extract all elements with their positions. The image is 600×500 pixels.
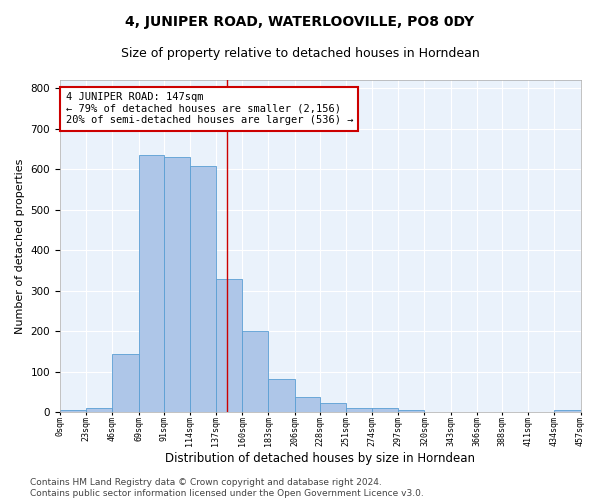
Bar [554,410,581,412]
Bar [190,166,216,412]
Bar [295,397,320,412]
Bar [320,404,346,412]
Bar [60,410,86,412]
Bar [398,410,424,412]
Text: Size of property relative to detached houses in Horndean: Size of property relative to detached ho… [121,48,479,60]
Text: 4, JUNIPER ROAD, WATERLOOVILLE, PO8 0DY: 4, JUNIPER ROAD, WATERLOOVILLE, PO8 0DY [125,15,475,29]
Bar [216,278,242,412]
Bar [268,379,295,412]
Bar [346,408,372,412]
Y-axis label: Number of detached properties: Number of detached properties [15,158,25,334]
Bar [86,408,112,412]
Bar [242,331,268,412]
Bar [139,155,164,412]
Bar [164,157,190,412]
Text: 4 JUNIPER ROAD: 147sqm
← 79% of detached houses are smaller (2,156)
20% of semi-: 4 JUNIPER ROAD: 147sqm ← 79% of detached… [65,92,353,126]
Text: Contains HM Land Registry data © Crown copyright and database right 2024.
Contai: Contains HM Land Registry data © Crown c… [30,478,424,498]
X-axis label: Distribution of detached houses by size in Horndean: Distribution of detached houses by size … [165,452,475,465]
Bar [112,354,139,412]
Bar [372,408,398,412]
